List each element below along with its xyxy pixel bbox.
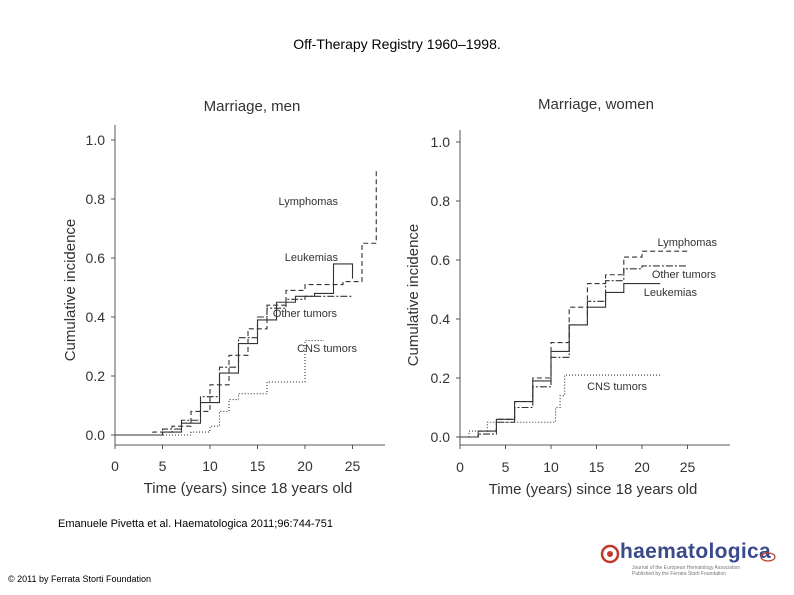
y-tick-label: 0.6	[431, 252, 451, 268]
x-tick-label: 0	[456, 459, 464, 475]
series-line-other-tumors	[460, 265, 688, 438]
x-tick-label: 5	[502, 459, 510, 475]
y-tick-label: 1.0	[86, 132, 106, 148]
series-label: Leukemias	[644, 287, 698, 299]
slide-title: Off-Therapy Registry 1960–1998.	[293, 36, 501, 52]
series-line-other-tumors	[115, 295, 353, 436]
x-tick-label: 15	[250, 458, 266, 474]
series-label: Leukemias	[285, 252, 339, 264]
x-tick-label: 10	[202, 458, 218, 474]
x-tick-label: 20	[297, 458, 313, 474]
series-label: Other tumors	[273, 308, 338, 320]
y-tick-label: 0.0	[86, 427, 106, 443]
chart-title: Marriage, women	[538, 96, 654, 113]
y-tick-label: 0.6	[86, 250, 106, 266]
x-tick-label: 0	[111, 458, 119, 474]
copyright: © 2011 by Ferrata Storti Foundation	[8, 574, 152, 584]
x-tick-label: 10	[543, 459, 559, 475]
x-tick-label: 25	[345, 458, 361, 474]
series-label: Lymphomas	[657, 237, 717, 249]
y-tick-label: 0.8	[86, 191, 106, 207]
x-tick-label: 25	[680, 459, 696, 475]
y-tick-label: 0.4	[86, 309, 106, 325]
y-tick-label: 0.4	[431, 311, 451, 327]
x-tick-label: 5	[159, 458, 167, 474]
y-axis-label: Cumulative incidence	[62, 219, 79, 362]
series-label: Lymphomas	[278, 196, 338, 208]
logo-wordmark: haematologica	[620, 540, 771, 563]
journal-logo: haematologica Journal of the European He…	[600, 540, 780, 580]
citation: Emanuele Pivetta et al. Haematologica 20…	[58, 518, 333, 530]
x-axis-label: Time (years) since 18 years old	[489, 481, 698, 498]
y-axis-label: Cumulative incidence	[405, 224, 422, 367]
logo-subtitle-1: Journal of the European Hematology Assoc…	[632, 565, 741, 571]
logo-mark-icon	[600, 544, 620, 564]
series-line-leukemias	[460, 283, 661, 438]
series-label: Other tumors	[652, 269, 717, 281]
y-tick-label: 0.2	[431, 370, 451, 386]
chart-title: Marriage, men	[204, 98, 301, 115]
y-tick-label: 0.2	[86, 368, 106, 384]
y-tick-label: 0.8	[431, 193, 451, 209]
y-tick-label: 1.0	[431, 134, 451, 150]
series-line-cns-tumors	[460, 374, 661, 438]
x-tick-label: 20	[634, 459, 650, 475]
series-line-lymphomas	[115, 169, 377, 436]
x-axis-label: Time (years) since 18 years old	[144, 480, 353, 497]
logo-subtitle-2: Published by the Ferrata Storti Foundati…	[632, 571, 726, 577]
series-label: CNS tumors	[297, 343, 357, 355]
x-tick-label: 15	[589, 459, 605, 475]
series-label: CNS tumors	[587, 381, 647, 393]
y-tick-label: 0.0	[431, 429, 451, 445]
series-line-leukemias	[115, 263, 354, 436]
logo-emblem-icon	[760, 552, 776, 562]
